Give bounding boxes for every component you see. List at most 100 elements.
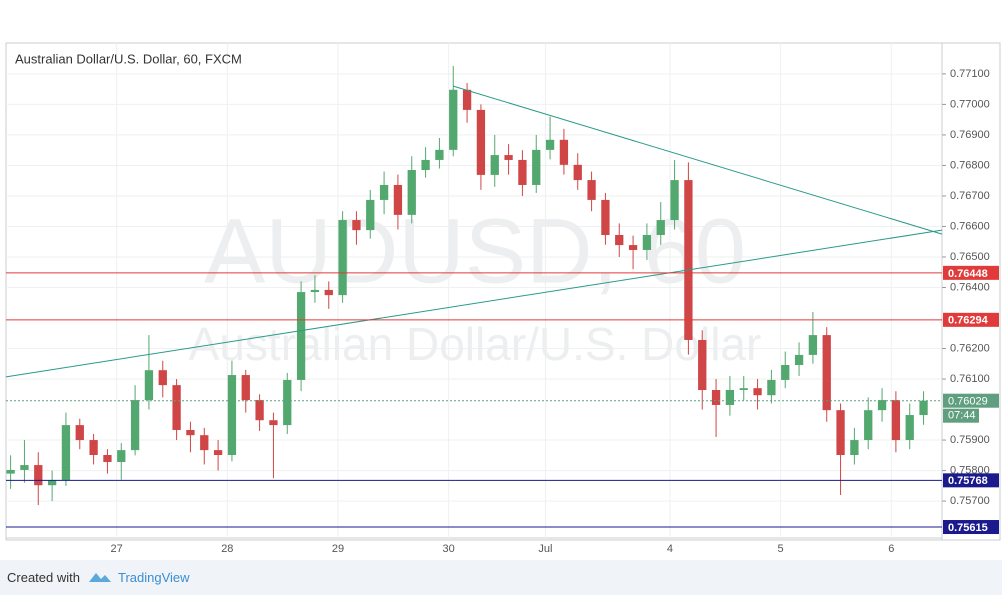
candle-body [255, 400, 264, 421]
candle-body [919, 400, 928, 416]
candle-body [781, 364, 790, 380]
chart-frame [5, 42, 1001, 541]
candle-body [587, 180, 596, 200]
logo [89, 573, 111, 582]
x-tick-label: 6 [888, 543, 894, 555]
candle-body [504, 155, 513, 160]
candle-body [158, 370, 167, 386]
candle-body [407, 170, 416, 215]
y-tick-label: 0.76600 [950, 220, 990, 232]
candle-body [698, 339, 707, 391]
y-tick-label: 0.76200 [950, 342, 990, 354]
y-tick-label: 0.76500 [950, 251, 990, 263]
brand[interactable]: TradingView [118, 570, 190, 585]
candle-body [89, 440, 98, 456]
countdown-box [943, 408, 979, 423]
candle-body [379, 184, 389, 200]
watermark: AUDUSD, 60 [204, 200, 746, 302]
candle-body [462, 89, 472, 110]
candle-body [117, 450, 126, 463]
candle-body [642, 235, 652, 250]
y-tick-label: 0.77100 [950, 68, 990, 80]
candle-body [47, 480, 57, 486]
level-label: 0.76294 [948, 315, 989, 327]
created-with: Created with [7, 570, 80, 585]
candle-body [393, 184, 403, 215]
candle-body [518, 159, 527, 185]
candle-body [421, 159, 430, 171]
candle-body [850, 440, 859, 456]
candle-body [877, 400, 887, 411]
candle-body [20, 465, 29, 470]
y-tick-label: 0.75700 [950, 495, 990, 507]
y-tick-label: 0.75900 [950, 434, 990, 446]
candle-body [144, 370, 154, 401]
y-tick-label: 0.76800 [950, 159, 990, 171]
x-tick-label: 27 [111, 543, 123, 555]
candle-body [545, 139, 555, 150]
level-label: 0.75768 [948, 475, 988, 487]
candle-body [891, 400, 901, 441]
candle-body [794, 354, 804, 365]
x-tick-label: 29 [332, 543, 344, 555]
x-tick-label: 28 [221, 543, 233, 555]
candle-body [213, 450, 223, 456]
candle-body [532, 149, 541, 185]
level-label: 0.75615 [948, 522, 988, 534]
candle-body [366, 199, 375, 231]
candle-body [200, 435, 209, 451]
level-label-box [943, 265, 999, 280]
trend-line [453, 85, 943, 235]
candle-body [103, 455, 112, 463]
candle-body [449, 89, 458, 150]
countdown-label: 07:44 [948, 410, 976, 422]
y-tick-label: 0.76100 [950, 373, 990, 385]
candle-body [808, 335, 818, 355]
candle-body [767, 379, 776, 396]
candle-body [352, 220, 361, 231]
candle-body [435, 149, 444, 160]
y-tick-label: 0.76700 [950, 190, 990, 202]
candle-body [711, 390, 721, 405]
candle-body [628, 245, 638, 250]
candle-body [836, 410, 845, 456]
x-tick-label: 5 [778, 543, 784, 555]
candle-body [573, 164, 582, 181]
candle-body [6, 469, 15, 474]
candle-body [559, 139, 569, 165]
y-tick-label: 0.76400 [950, 281, 990, 293]
footer: Created with TradingView [0, 560, 1002, 595]
candle-body [34, 465, 43, 486]
current-price-label: 0.76029 [948, 396, 988, 408]
level-label-box [943, 312, 999, 327]
candle-body [905, 415, 914, 441]
candle-body [864, 410, 873, 441]
chart-title: Australian Dollar/U.S. Dollar, 60, FXCM [15, 51, 242, 66]
candle-body [601, 199, 610, 236]
x-tick-label: Jul [538, 543, 552, 555]
candle-body [269, 420, 278, 426]
x-tick-label: 30 [443, 543, 455, 555]
y-tick-label: 0.76900 [950, 129, 990, 141]
level-label-box [943, 520, 999, 535]
candle-body [739, 388, 748, 391]
candle-body [338, 220, 347, 296]
candle-body [753, 388, 762, 396]
level-label-box [943, 473, 999, 488]
candle-body [822, 335, 831, 411]
candle-body [130, 400, 140, 451]
watermark-subtitle: Australian Dollar/U.S. Dollar [189, 318, 762, 370]
candle-body [186, 429, 195, 436]
candle-body [241, 375, 250, 401]
candle-body [324, 289, 333, 296]
level-label: 0.76448 [948, 268, 988, 280]
candle-body [61, 425, 71, 481]
candle-body [172, 385, 181, 430]
candle-body [615, 235, 624, 246]
candle-body [476, 109, 486, 175]
candle-body [684, 180, 693, 340]
trend-line [5, 229, 943, 378]
candle-body [490, 155, 499, 175]
x-tick-label: 4 [667, 543, 673, 555]
candle-body [310, 289, 320, 293]
